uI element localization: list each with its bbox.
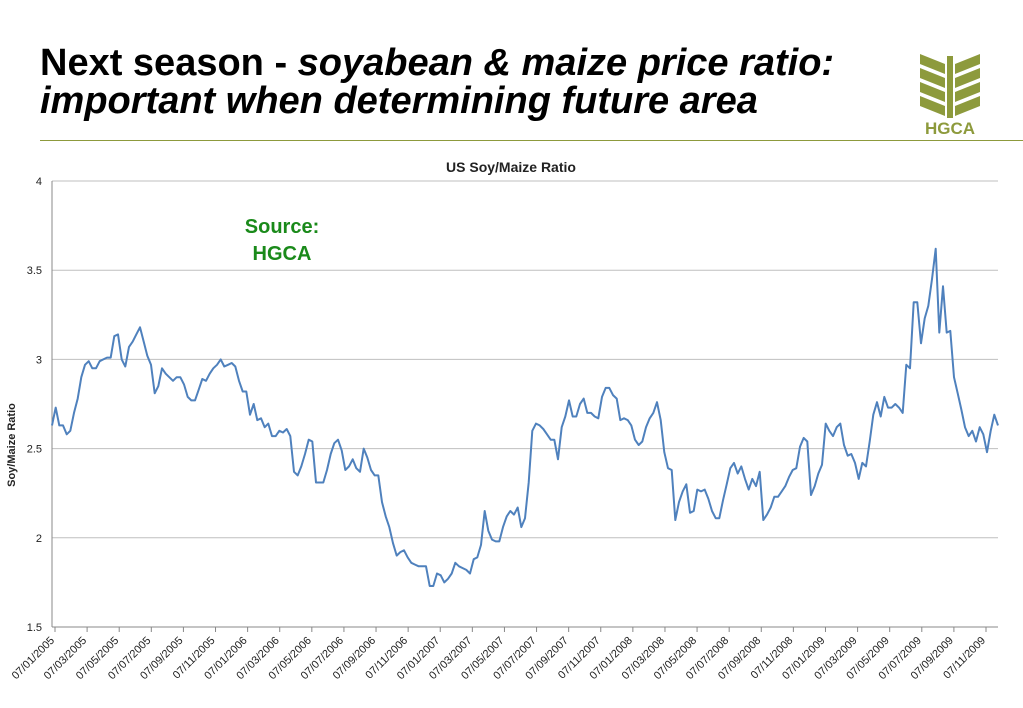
source-annotation-line2: HGCA [253,243,312,265]
logo-text: HGCA [925,119,975,138]
slide-title-line2: important when determining future area [40,80,758,122]
y-axis-label: Soy/Maize Ratio [6,403,18,487]
source-annotation-line1: Source: [245,216,319,238]
y-tick-label: 3 [36,354,42,366]
y-tick-label: 4 [36,176,42,188]
y-tick-label: 3.5 [27,265,42,277]
y-tick-label: 2 [36,533,42,545]
wheat-icon [920,54,980,118]
slide-title-bold: Next season - [40,42,298,84]
header-divider [40,140,1023,141]
series-line [51,247,999,587]
soy-maize-ratio-chart: US Soy/Maize Ratio Soy/Maize Ratio 1.5 2 2… [6,159,999,682]
hgca-logo: HGCA [920,54,980,138]
slide-title: Next season - soyabean & maize price rat… [40,44,834,120]
y-tick-label: 2.5 [27,444,42,456]
y-tick-label: 1.5 [27,622,42,634]
slide-title-italic: soyabean & maize price ratio: [297,42,835,84]
chart-title: US Soy/Maize Ratio [446,159,576,175]
